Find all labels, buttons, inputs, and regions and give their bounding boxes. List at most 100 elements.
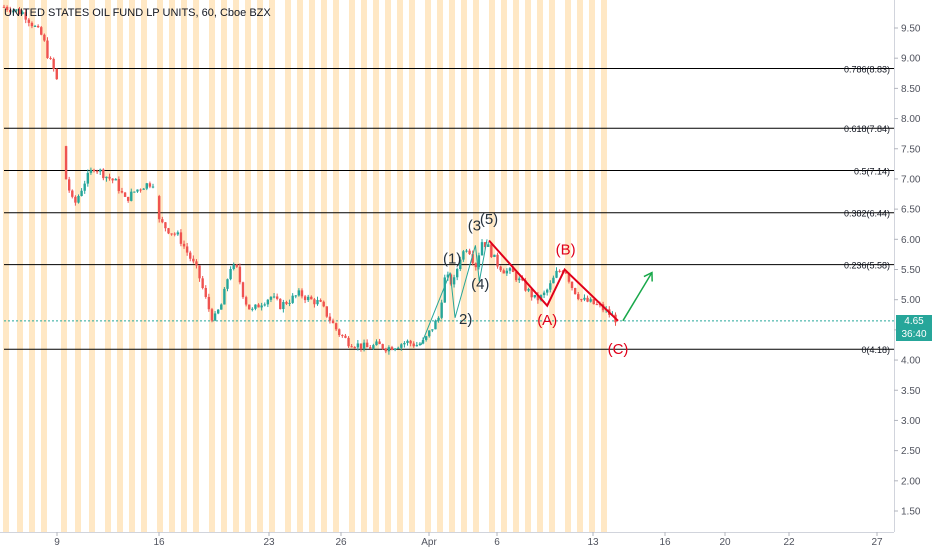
candle-body bbox=[477, 255, 481, 268]
time-tick-label: 16 bbox=[659, 537, 671, 548]
candle-body bbox=[229, 268, 232, 280]
session-band bbox=[17, 0, 23, 532]
session-band bbox=[41, 0, 47, 532]
candle-body bbox=[542, 292, 546, 296]
candle-body bbox=[527, 289, 530, 291]
candle-body bbox=[189, 252, 192, 259]
candle-body bbox=[322, 301, 325, 307]
price-tick-label: 2.50 bbox=[901, 446, 921, 457]
candle-body bbox=[536, 294, 540, 301]
candle-body bbox=[300, 290, 304, 297]
candle-body bbox=[502, 270, 505, 274]
session-band bbox=[525, 0, 531, 532]
candle-body bbox=[18, 9, 21, 14]
candle-body bbox=[30, 22, 34, 27]
corrective-wave-label: (A) bbox=[537, 312, 557, 329]
candle-body bbox=[24, 12, 27, 20]
fib-level-label: 0.236(5.58) bbox=[844, 261, 890, 271]
candle-body bbox=[5, 6, 9, 10]
price-axis[interactable]: 1.502.002.503.003.504.004.505.005.506.00… bbox=[894, 0, 921, 532]
price-tick-label: 5.00 bbox=[901, 295, 921, 306]
session-band bbox=[385, 0, 391, 532]
candle-body bbox=[359, 343, 363, 349]
impulse-wave-label: (4) bbox=[471, 276, 489, 293]
candle-body bbox=[331, 320, 335, 324]
candle-body bbox=[220, 304, 223, 310]
candle-body bbox=[580, 299, 583, 301]
candle-body bbox=[130, 191, 133, 201]
candle-body bbox=[123, 192, 127, 197]
candle-body bbox=[12, 10, 15, 13]
candle-body bbox=[530, 289, 533, 298]
candle-body bbox=[372, 345, 375, 349]
candle-body bbox=[505, 270, 509, 274]
time-axis[interactable]: 9 16 23 26 Apr 6 13 16 20 22 27 bbox=[0, 532, 894, 548]
session-band bbox=[129, 0, 135, 532]
session-band bbox=[75, 0, 81, 532]
candle-body bbox=[418, 343, 422, 346]
price-tick-label: 5.50 bbox=[901, 265, 921, 276]
candle-body bbox=[92, 169, 96, 172]
candle-body bbox=[99, 169, 102, 172]
candle-body bbox=[362, 342, 366, 349]
candle-body bbox=[257, 304, 260, 308]
candle-body bbox=[592, 299, 595, 305]
session-band bbox=[321, 0, 327, 532]
fibonacci-retracement[interactable]: 0.786(8.83) 0.618(7.84) 0.5(7.14) 0.382(6.4… bbox=[4, 64, 894, 355]
time-tick-label: 23 bbox=[263, 537, 275, 548]
session-band bbox=[245, 0, 251, 532]
candle-body bbox=[350, 346, 353, 348]
candle-body bbox=[459, 259, 462, 270]
elliott-wave-drawings[interactable]: (1) 2) (3 (4) (5) (A) (B) (C) bbox=[420, 211, 653, 358]
candle-body bbox=[595, 304, 599, 306]
candle-body bbox=[533, 294, 536, 298]
candle-body bbox=[549, 283, 552, 290]
impulse-wave-line bbox=[420, 239, 488, 346]
candle-body bbox=[288, 302, 291, 304]
candle-body bbox=[117, 178, 121, 192]
candle-body bbox=[182, 243, 186, 247]
candle-body bbox=[282, 302, 285, 310]
candle-body bbox=[285, 302, 288, 304]
candle-body bbox=[400, 344, 403, 348]
impulse-wave-label: (1) bbox=[443, 250, 461, 267]
candle-body bbox=[46, 40, 49, 58]
candle-body bbox=[49, 57, 52, 59]
candle-body bbox=[102, 169, 105, 179]
candle-body bbox=[201, 278, 204, 288]
session-band bbox=[449, 0, 455, 532]
candle-body bbox=[341, 335, 344, 337]
candle-body bbox=[518, 278, 521, 281]
candle-body bbox=[384, 348, 387, 352]
candle-body bbox=[185, 246, 189, 253]
session-band bbox=[601, 0, 607, 532]
time-tick-label: Apr bbox=[421, 537, 437, 548]
candle-body bbox=[223, 288, 226, 305]
candle-body bbox=[567, 273, 571, 282]
candle-body bbox=[365, 342, 369, 348]
candle-body bbox=[158, 196, 161, 220]
candle-body bbox=[111, 178, 114, 181]
candle-countdown-badge: 36:40 bbox=[896, 327, 932, 341]
candle-body bbox=[468, 250, 471, 255]
candle-body bbox=[33, 25, 37, 27]
session-band bbox=[425, 0, 431, 532]
corrective-wave-label: (B) bbox=[556, 241, 576, 258]
chart-title: UNITED STATES OIL FUND LP UNITS, 60, Cbo… bbox=[4, 7, 271, 19]
session-band bbox=[577, 0, 583, 532]
price-tick-label: 2.00 bbox=[901, 476, 921, 487]
price-tick-label: 9.50 bbox=[901, 24, 921, 35]
corrective-wave-line bbox=[488, 239, 619, 322]
candle-body bbox=[375, 341, 378, 346]
candle-body bbox=[226, 279, 229, 289]
candle-body bbox=[325, 306, 329, 317]
candle-body bbox=[179, 232, 183, 244]
session-band bbox=[361, 0, 367, 532]
time-tick-label: 9 bbox=[54, 537, 60, 548]
candle-body bbox=[195, 261, 198, 266]
candle-body bbox=[2, 6, 6, 8]
candle-body bbox=[297, 290, 301, 296]
time-tick-label: 6 bbox=[494, 537, 500, 548]
